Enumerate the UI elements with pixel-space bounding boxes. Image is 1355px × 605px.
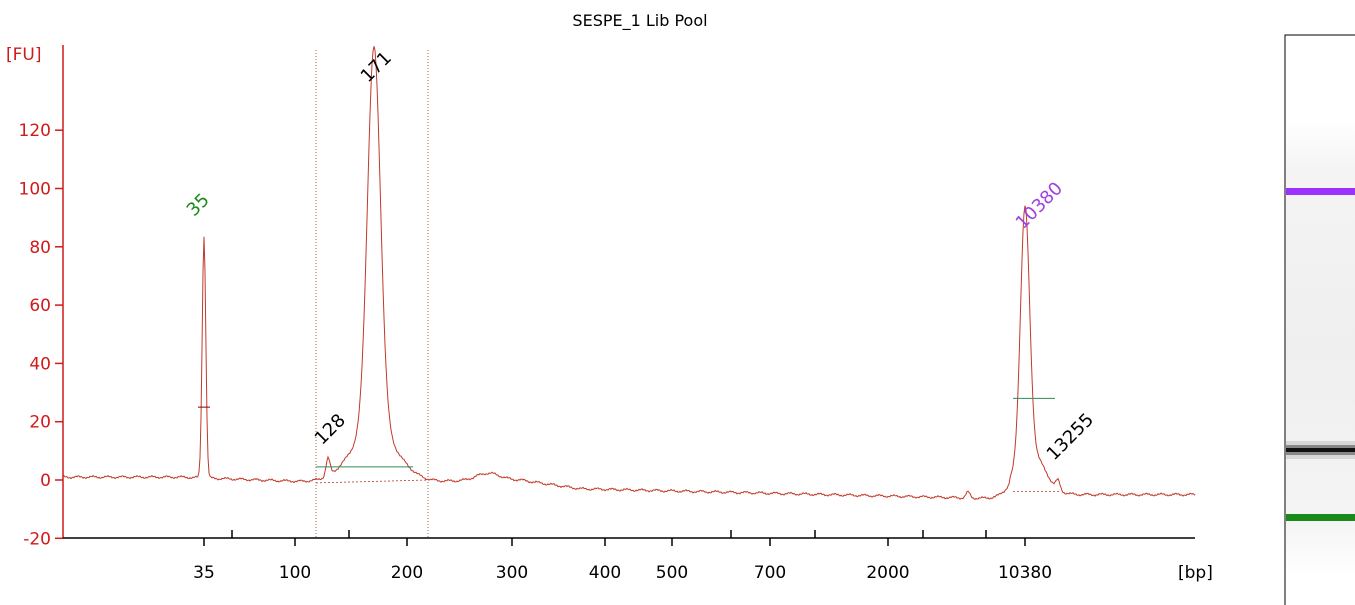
chart-title: SESPE_1 Lib Pool bbox=[572, 11, 707, 31]
x-tick-label: 35 bbox=[193, 563, 215, 583]
gel-lane-background bbox=[1286, 118, 1355, 576]
x-tick-label: 700 bbox=[754, 563, 786, 583]
peak-label: 35 bbox=[183, 190, 214, 221]
peak-label: 13255 bbox=[1043, 409, 1098, 464]
x-tick-label: 2000 bbox=[866, 563, 909, 583]
sample-band bbox=[1286, 448, 1355, 452]
y-axis-label: [FU] bbox=[6, 45, 42, 65]
y-tick-label: 40 bbox=[29, 354, 51, 374]
y-tick-label: 120 bbox=[19, 121, 51, 141]
x-tick-label: 100 bbox=[279, 563, 311, 583]
y-tick-label: -20 bbox=[23, 529, 51, 549]
gel-lane bbox=[1284, 34, 1355, 605]
x-tick-label: 200 bbox=[391, 563, 423, 583]
series-trace bbox=[62, 46, 1196, 501]
peak-labels: 35 128 171 10380 13255 bbox=[183, 48, 1098, 465]
x-tick-label: 300 bbox=[496, 563, 528, 583]
x-tick-label: 500 bbox=[656, 563, 688, 583]
lower-marker-band bbox=[1286, 514, 1355, 521]
y-tick-label: 80 bbox=[29, 238, 51, 258]
x-tick-label: 10380 bbox=[998, 563, 1052, 583]
peak-label: 128 bbox=[311, 410, 350, 449]
upper-marker-band bbox=[1286, 188, 1355, 195]
y-tick-label: 0 bbox=[40, 471, 51, 491]
y-tick-label: 60 bbox=[29, 296, 51, 316]
y-tick-label: 20 bbox=[29, 413, 51, 433]
plot-area bbox=[62, 46, 1196, 538]
y-tick-label: 100 bbox=[19, 180, 51, 200]
x-tick-label: 400 bbox=[589, 563, 621, 583]
peak-label: 10380 bbox=[1012, 178, 1067, 233]
integration-baseline bbox=[315, 479, 429, 484]
x-axis-label: [bp] bbox=[1178, 563, 1213, 583]
axes: -20 0 20 40 60 80 100 120 35 100 200 300 400 500 700 20… bbox=[19, 45, 1195, 583]
peak-label: 171 bbox=[357, 48, 396, 87]
